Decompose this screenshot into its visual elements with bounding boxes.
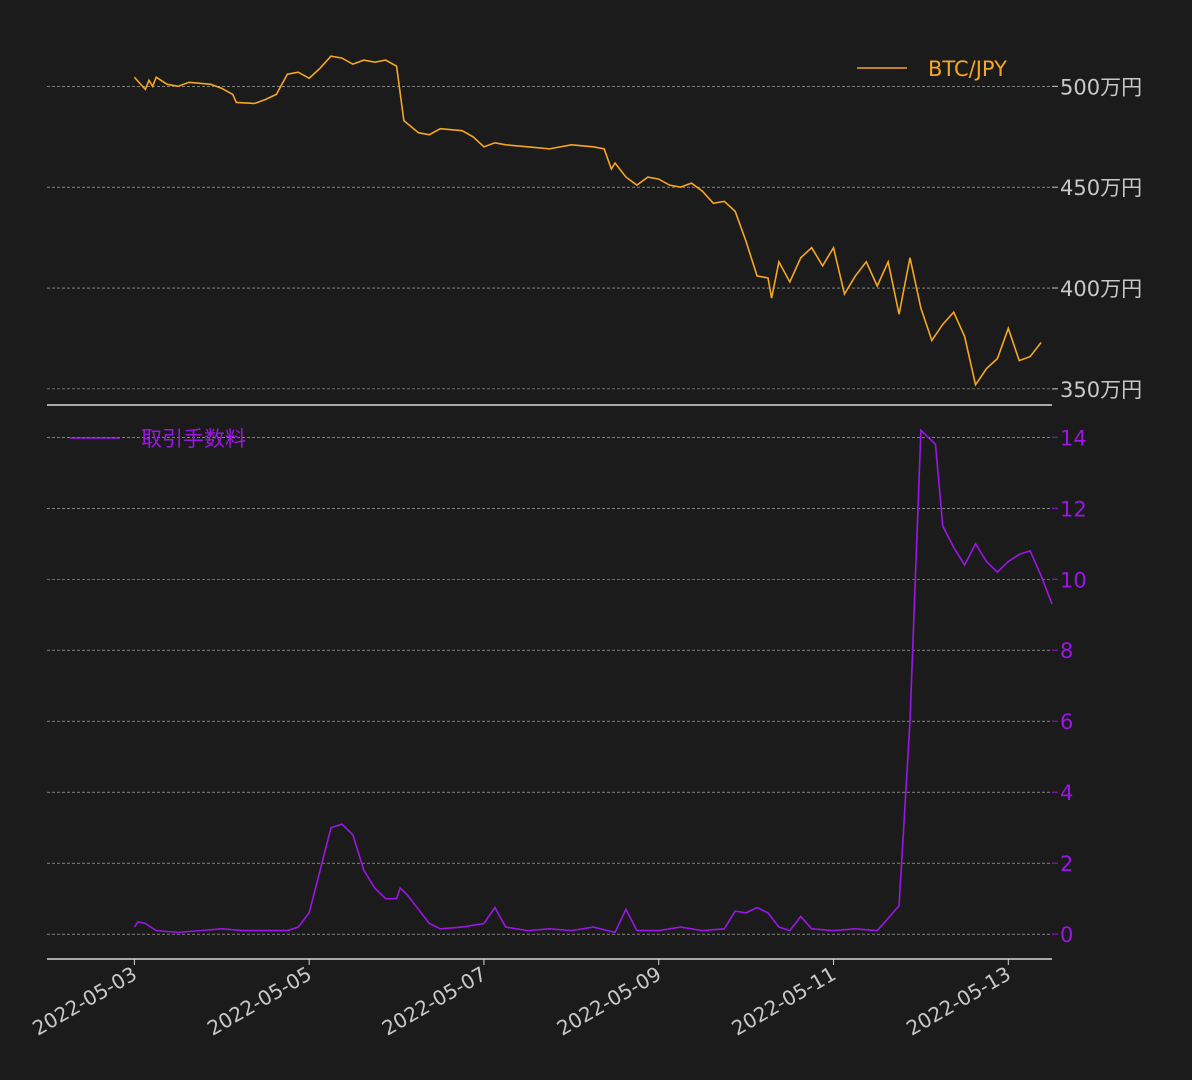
fee-legend: 取引手数料	[70, 427, 246, 451]
fee-y-axis: 0 2 4 6 8 10 12 14	[1052, 426, 1087, 947]
btc-price-panel: 500万円 450万円 400万円 350万円 BTC/JPY	[47, 55, 1142, 406]
fee-y-tick-label: 14	[1060, 426, 1087, 450]
fee-y-tick-label: 10	[1060, 568, 1087, 592]
fee-y-tick-label: 2	[1060, 852, 1073, 876]
btc-gridlines	[47, 86, 1052, 390]
fee-legend-label: 取引手数料	[141, 427, 246, 451]
fee-y-tick-label: 8	[1060, 639, 1073, 663]
fee-y-tick-label: 4	[1060, 781, 1073, 805]
btc-legend: BTC/JPY	[857, 57, 1007, 81]
fee-y-tick-label: 6	[1060, 710, 1073, 734]
btc-price-line	[133, 55, 1042, 387]
fee-line	[133, 428, 1053, 934]
fee-gridlines	[47, 436, 1052, 935]
fee-y-tick-label: 0	[1060, 923, 1073, 947]
btc-y-tick-label: 500万円	[1060, 75, 1142, 99]
fee-y-tick-label: 12	[1060, 497, 1087, 521]
fee-panel: 0 2 4 6 8 10 12 14 取引手数料	[47, 426, 1087, 960]
btc-y-tick-label: 400万円	[1060, 277, 1142, 301]
btc-legend-label: BTC/JPY	[928, 57, 1007, 81]
btc-y-tick-label: 350万円	[1060, 378, 1142, 402]
btc-y-tick-label: 450万円	[1060, 176, 1142, 200]
btc-y-axis: 500万円 450万円 400万円 350万円	[1052, 75, 1142, 402]
